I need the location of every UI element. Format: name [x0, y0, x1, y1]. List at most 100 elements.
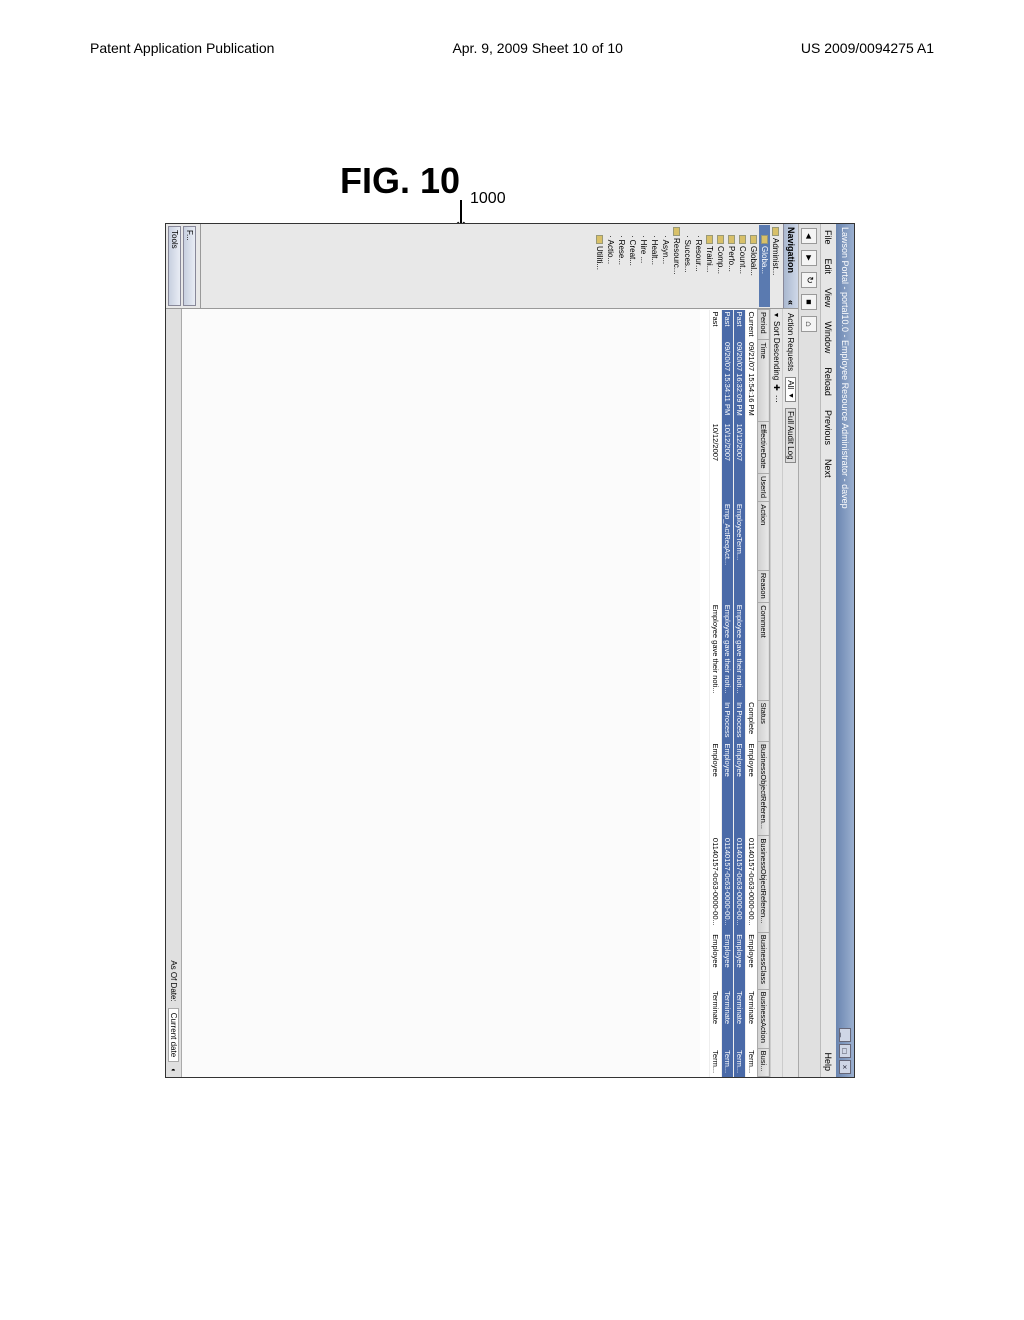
table-cell: [710, 502, 722, 570]
nav-item[interactable]: ·Actio...: [605, 225, 616, 307]
nav-item[interactable]: Administ...: [770, 225, 781, 307]
nav-item-label: Comp...: [715, 246, 726, 274]
nav-footer: F... Tools: [166, 224, 201, 308]
table-cell: Terminate: [746, 989, 758, 1048]
column-header[interactable]: Status: [758, 700, 770, 741]
nav-item-label: Administ...: [770, 238, 781, 275]
menu-previous[interactable]: Previous: [824, 410, 834, 445]
nav-item-label: Resour...: [693, 240, 704, 272]
nav-item[interactable]: ·Succes...: [682, 225, 693, 307]
nav-item[interactable]: ·Rese...: [616, 225, 627, 307]
nav-item[interactable]: Utiliti...: [594, 225, 605, 307]
nav-item[interactable]: ·Hire ...: [638, 225, 649, 307]
column-header[interactable]: Period: [758, 310, 770, 340]
asof-value[interactable]: Current date: [168, 1008, 179, 1062]
menu-help[interactable]: Help: [824, 1052, 834, 1071]
table-cell: [710, 473, 722, 501]
nav-item[interactable]: Comp...: [715, 225, 726, 307]
table-cell: Emp_ActReqAct...: [722, 502, 734, 570]
nav-item[interactable]: Global...: [748, 225, 759, 307]
table-cell: [746, 473, 758, 501]
folder-icon: [673, 227, 680, 236]
nav-item-label: Perfo...: [726, 246, 737, 272]
menu-window[interactable]: Window: [824, 321, 834, 353]
stop-icon[interactable]: ■: [802, 294, 818, 310]
table-cell: [722, 473, 734, 501]
table-cell: EmployeeTerm...: [734, 502, 746, 570]
folder-icon: [761, 235, 768, 244]
table-cell: Past: [710, 310, 722, 340]
column-header[interactable]: Reason: [758, 570, 770, 602]
table-cell: In Process: [734, 700, 746, 741]
back-icon[interactable]: ◄: [802, 228, 818, 244]
sort-row: ▾ Sort Descending ✚ ⋯: [770, 309, 782, 1077]
sort-icon[interactable]: ▾: [772, 313, 781, 317]
options-icon[interactable]: ⋯: [772, 395, 781, 403]
nav-item[interactable]: Traini...: [704, 225, 715, 307]
forward-icon[interactable]: ►: [802, 250, 818, 266]
header-right: US 2009/0094275 A1: [801, 40, 934, 56]
table-cell: 10/12/2007: [734, 422, 746, 474]
table-row[interactable]: Past09/20/07 16:32:09 PM10/12/2007Employ…: [734, 310, 746, 1077]
filter-label: Action Requests: [786, 313, 795, 371]
nav-item[interactable]: Resourc...: [671, 225, 682, 307]
maximize-button[interactable]: □: [839, 1044, 851, 1058]
menu-reload[interactable]: Reload: [824, 367, 834, 396]
folder-icon: [728, 235, 735, 244]
nav-item-label: Hire ...: [638, 240, 649, 264]
table-cell: Terminate: [734, 989, 746, 1048]
tab-audit-log[interactable]: Full Audit Log: [785, 408, 796, 462]
minimize-button[interactable]: _: [839, 1028, 851, 1042]
table-cell: 10/12/2007: [722, 422, 734, 474]
nav-item[interactable]: Count...: [737, 225, 748, 307]
refresh-icon[interactable]: ↻: [802, 272, 818, 288]
nav-item[interactable]: ·Asyn...: [660, 225, 671, 307]
table-row[interactable]: Current09/21/07 15:54:16 PMCompleteEmplo…: [746, 310, 758, 1077]
column-header[interactable]: Busi...: [758, 1048, 770, 1076]
column-header[interactable]: EffectiveDate: [758, 422, 770, 474]
table-cell: 10/12/2007: [710, 422, 722, 474]
column-header[interactable]: Time: [758, 340, 770, 422]
column-header[interactable]: BusinessObjectReferen...: [758, 741, 770, 835]
toolbar: ◄ ► ↻ ■ ⌂: [798, 224, 820, 1077]
nav-item[interactable]: ·Healt...: [649, 225, 660, 307]
nav-item-label: Creat...: [627, 240, 638, 266]
header-left: Patent Application Publication: [90, 40, 274, 56]
nav-item[interactable]: Globa...: [759, 225, 770, 307]
nav-footer-f[interactable]: F...: [183, 226, 196, 306]
chevron-down-icon: ▼: [787, 392, 794, 399]
column-header[interactable]: UserId: [758, 473, 770, 501]
bullet-icon: ·: [693, 235, 704, 238]
filter-icon[interactable]: ✚: [772, 384, 781, 391]
statusbar: As Of Date: Current date ◐: [166, 309, 182, 1077]
menu-edit[interactable]: Edit: [824, 259, 834, 275]
column-header[interactable]: BusinessAction: [758, 989, 770, 1048]
nav-item-label: Asyn...: [660, 240, 671, 264]
home-icon[interactable]: ⌂: [802, 316, 818, 332]
menu-view[interactable]: View: [824, 288, 834, 307]
page-header: Patent Application Publication Apr. 9, 2…: [0, 0, 1024, 66]
menu-file[interactable]: File: [824, 230, 834, 245]
table-cell: Employee gave their noti...: [710, 603, 722, 700]
filter-combo[interactable]: All ▼: [785, 377, 796, 402]
folder-icon: [772, 227, 779, 236]
header-center: Apr. 9, 2009 Sheet 10 of 10: [452, 40, 622, 56]
column-header[interactable]: BusinessClass: [758, 932, 770, 989]
callout-1000: 1000: [470, 190, 506, 208]
close-button[interactable]: ×: [839, 1060, 851, 1074]
table-row[interactable]: Past09/20/07 15:34:11 PM10/12/2007Emp_Ac…: [722, 310, 734, 1077]
nav-item-label: Healt...: [649, 240, 660, 265]
table-cell: Employee: [746, 741, 758, 835]
nav-item[interactable]: Perfo...: [726, 225, 737, 307]
nav-collapse-icon[interactable]: «: [786, 300, 796, 305]
menu-next[interactable]: Next: [824, 459, 834, 478]
nav-item[interactable]: · Resour...: [693, 225, 704, 307]
column-header[interactable]: Action: [758, 502, 770, 570]
column-header[interactable]: Comment: [758, 603, 770, 700]
table-cell: Employee: [746, 932, 758, 989]
nav-item[interactable]: ·Creat...: [627, 225, 638, 307]
table-cell: Terminate: [722, 989, 734, 1048]
column-header[interactable]: BusinessObjectReferen...: [758, 836, 770, 932]
table-row[interactable]: Past 10/12/2007 Employee gave their noti..…: [710, 310, 722, 1077]
nav-footer-tools[interactable]: Tools: [168, 226, 181, 306]
